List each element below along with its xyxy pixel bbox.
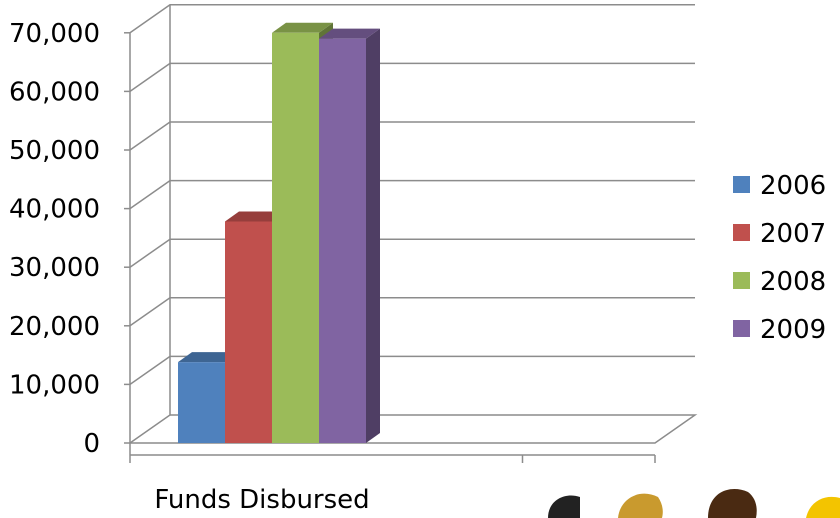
bars [178, 22, 380, 444]
y-tick-label: 0 [83, 429, 100, 459]
decorative-head-3 [708, 489, 757, 518]
x-category-label: Funds Disbursed [154, 485, 369, 515]
bar-2009 [319, 28, 380, 443]
gridline [129, 62, 695, 93]
legend-label: 2009 [760, 315, 826, 345]
legend-item-2006: 2006 [733, 171, 826, 201]
decorative-head-4 [806, 496, 840, 518]
gridlines [129, 4, 695, 386]
y-axis-tick-labels: 0 10,000 20,000 30,000 40,000 50,000 60,000 70,… [9, 19, 100, 459]
legend-item-2009: 2009 [733, 315, 826, 345]
legend-label: 2006 [760, 171, 826, 201]
legend-label: 2008 [760, 267, 826, 297]
decorative-head-2 [618, 493, 663, 518]
legend: 2006 2007 2008 2009 [733, 171, 826, 345]
decorative-figures [548, 489, 840, 518]
y-tick-label: 30,000 [9, 253, 100, 283]
gridline [129, 121, 695, 151]
floor-outline [130, 414, 698, 444]
legend-swatch [733, 320, 750, 337]
gridline [129, 4, 695, 34]
bar-top [225, 211, 286, 222]
gridline [129, 179, 695, 210]
bar-front [319, 38, 366, 443]
decorative-head-1 [548, 495, 580, 518]
bar-top [178, 352, 239, 363]
legend-swatch [733, 272, 750, 289]
bar-top [319, 28, 380, 39]
x-axis-category-labels: Funds Disbursed [154, 485, 369, 515]
y-tick-label: 70,000 [9, 19, 100, 49]
bar-top [272, 22, 333, 33]
legend-label: 2007 [760, 219, 826, 249]
y-tick-label: 20,000 [9, 312, 100, 342]
legend-item-2007: 2007 [733, 219, 826, 249]
gridline [129, 355, 695, 386]
chart-walls [129, 4, 698, 444]
y-tick-label: 50,000 [9, 136, 100, 166]
gridline [129, 297, 695, 327]
y-tick-label: 60,000 [9, 77, 100, 107]
legend-item-2008: 2008 [733, 267, 826, 297]
gridline [129, 238, 695, 268]
bar-front [178, 362, 225, 443]
y-tick-label: 40,000 [9, 195, 100, 225]
bar-side [366, 28, 380, 443]
legend-swatch [733, 176, 750, 193]
axes [124, 32, 656, 463]
y-tick-label: 10,000 [9, 370, 100, 400]
legend-swatch [733, 224, 750, 241]
side-wall-edge [129, 4, 171, 444]
bar-front [272, 32, 319, 444]
bar-front [225, 221, 272, 443]
